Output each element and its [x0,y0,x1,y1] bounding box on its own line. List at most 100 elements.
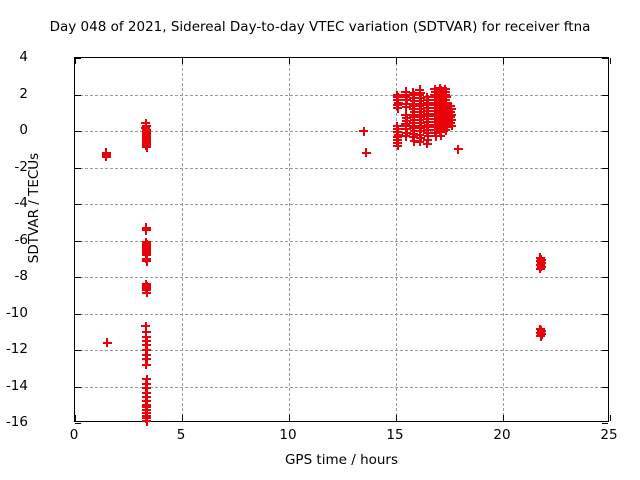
data-point [101,148,111,158]
gridline-vertical [396,58,397,421]
data-point [435,83,445,93]
data-point [141,237,151,247]
x-tick-label: 25 [600,427,618,443]
y-tick-label: -8 [14,268,28,284]
data-point [392,100,402,110]
x-tick-mark [396,58,397,64]
data-point [446,118,456,128]
y-tick-mark [75,94,81,96]
data-point [430,95,440,105]
gridline-vertical [503,58,504,421]
data-point [415,110,425,120]
data-point [142,392,152,402]
x-tick-mark [610,415,611,421]
y-tick-label: -4 [14,195,28,211]
data-point [415,115,425,125]
data-point [441,106,451,116]
y-tick-label: 0 [19,122,28,138]
data-point [535,324,545,334]
data-point [415,121,425,131]
data-point [141,332,151,342]
gridline-horizontal [75,204,608,205]
data-point [408,132,418,142]
data-point [430,117,440,127]
y-tick-label: 4 [19,49,28,65]
data-point [536,326,546,336]
data-point [415,101,425,111]
x-axis-label: GPS time / hours [284,452,399,468]
data-point [435,94,445,104]
data-point [436,121,446,131]
data-point [436,97,446,107]
data-point [408,88,418,98]
gridline-horizontal [75,167,608,169]
data-point [409,118,419,128]
y-tick-mark [75,313,81,315]
data-point [423,100,433,110]
data-point [408,112,418,122]
data-point [141,137,151,147]
data-point [422,117,432,127]
y-tick-label: -2 [14,158,28,175]
data-point [430,109,440,119]
data-point [415,107,425,117]
data-point [142,383,152,393]
y-tick-mark [75,167,81,169]
data-point [423,95,433,105]
data-point [430,84,440,94]
data-point [142,336,152,346]
y-tick-label: -12 [5,341,28,357]
data-point [141,225,151,235]
y-tick-mark [602,58,608,59]
data-point [436,102,446,112]
data-point [408,104,418,114]
data-point [435,100,445,110]
y-tick-mark [602,204,608,205]
data-point [435,108,445,118]
data-point [422,98,432,108]
data-point [141,283,151,293]
data-point [423,120,433,130]
y-tick-mark [602,131,608,132]
data-point [142,139,152,149]
data-point [422,109,432,119]
y-tick-mark [75,58,81,59]
data-point [422,128,432,138]
data-point [441,117,451,127]
y-tick-mark [602,350,608,351]
data-point [393,135,403,145]
gridline-horizontal [75,131,608,132]
data-point [141,248,151,258]
data-point [141,340,151,350]
data-point [141,141,151,151]
data-point [409,101,419,111]
data-point [436,91,446,101]
data-point [142,285,152,295]
data-point [435,113,445,123]
y-tick-label: -14 [5,377,28,394]
gridline-horizontal [75,240,608,242]
data-point [141,118,151,128]
data-point [431,131,441,141]
data-point [401,131,411,141]
data-point [141,360,151,370]
data-point [430,120,440,130]
y-tick-label: 2 [19,85,28,102]
data-point [141,245,151,255]
y-tick-mark [75,423,81,424]
data-point [141,413,151,423]
data-point [392,95,402,105]
data-point [536,328,546,338]
data-point [536,256,546,266]
data-point [141,388,151,398]
y-tick-label: -6 [14,231,28,248]
data-point [402,128,412,138]
data-point [142,256,152,266]
data-point [453,144,463,154]
x-tick-mark [610,58,611,64]
data-point [441,114,451,124]
data-point [415,85,425,95]
gridline-horizontal [75,94,608,96]
data-point [142,142,152,152]
